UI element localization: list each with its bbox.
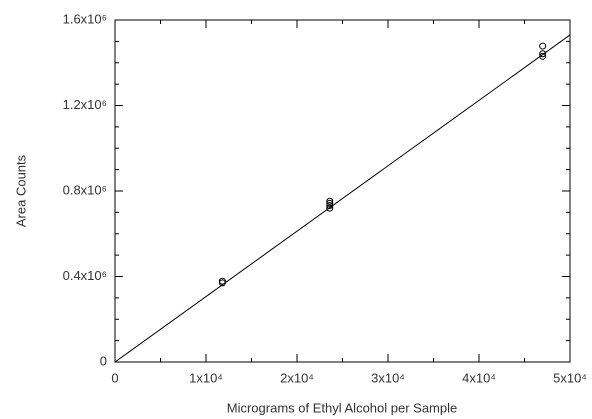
x-axis-label: Micrograms of Ethyl Alcohol per Sample — [227, 400, 457, 415]
y-tick-label: 1.2x10⁶ — [63, 97, 107, 112]
x-tick-label: 5x10⁴ — [553, 370, 587, 385]
y-tick-label: 1.6x10⁶ — [63, 11, 107, 26]
data-point — [326, 199, 334, 207]
x-tick-label: 4x10⁴ — [462, 370, 496, 385]
data-point — [539, 50, 547, 58]
x-tick-label: 0 — [111, 370, 118, 385]
x-tick-label: 3x10⁴ — [371, 370, 405, 385]
data-point — [326, 197, 334, 205]
y-tick-label: 0.8x10⁶ — [63, 182, 107, 197]
data-point — [218, 277, 226, 285]
y-tick-label: 0 — [100, 353, 107, 368]
x-tick-label: 1x10⁴ — [189, 370, 223, 385]
data-point — [326, 202, 334, 210]
y-tick-label: 0.4x10⁶ — [63, 268, 107, 283]
data-point — [539, 42, 547, 50]
x-tick-label: 2x10⁴ — [280, 370, 314, 385]
y-axis-label: Area Counts — [13, 154, 28, 227]
data-point — [326, 204, 334, 212]
data-point — [539, 52, 547, 60]
fit-line — [114, 34, 571, 363]
plot-frame — [114, 19, 571, 363]
